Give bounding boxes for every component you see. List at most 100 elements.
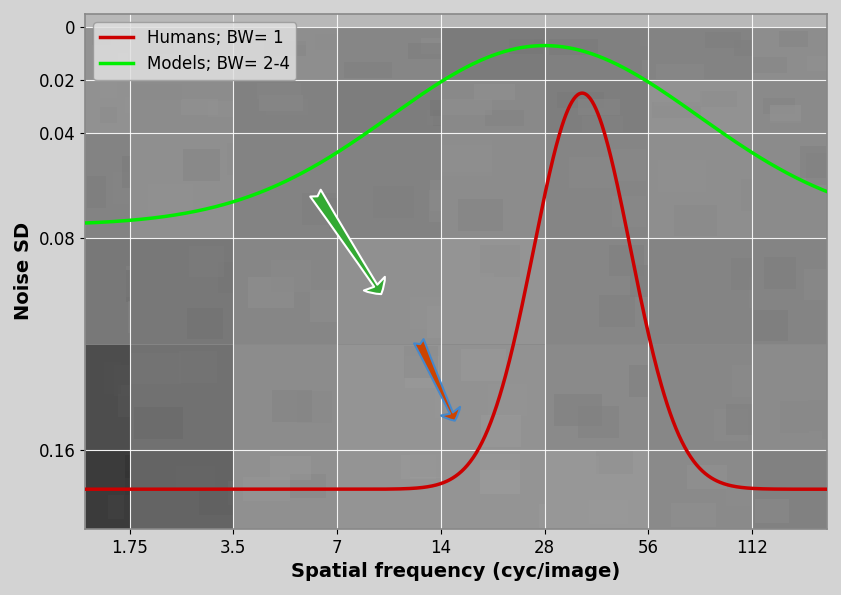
Bar [752,450,827,529]
Bar [148,184,193,215]
Bar [441,27,544,80]
Bar [480,454,520,478]
Bar [126,270,141,302]
Bar [544,80,648,133]
Bar [770,105,801,121]
Bar [731,258,762,290]
Bar [630,265,660,297]
Bar [807,55,832,71]
Bar [114,365,130,396]
Bar [271,260,311,292]
Bar [461,349,506,381]
Line: Models; BW= 2-4: Models; BW= 2-4 [60,46,838,224]
Models; BW= 2-4 [552,43,562,50]
Bar [612,196,646,227]
Bar [752,80,827,133]
Bar [441,80,544,133]
Bar [134,407,183,439]
Bar [92,29,110,45]
Bar [489,384,526,416]
Bar [479,470,520,494]
Bar [410,297,442,329]
Bar [498,34,534,50]
Bar [640,30,669,46]
Bar [174,38,214,54]
Bar [687,465,727,489]
Bar [401,455,436,479]
Bar [124,98,140,113]
Bar [130,133,233,239]
Bar [648,27,752,80]
Bar [344,62,392,78]
Bar [404,346,438,378]
Bar [114,173,130,204]
Bar [779,32,808,47]
Bar [752,27,827,80]
Bar [233,239,337,344]
Bar [780,402,809,433]
Bar [752,239,827,344]
Bar [629,365,659,396]
Bar [796,169,822,201]
Bar [705,32,741,48]
Bar [671,503,716,527]
Bar [825,478,841,502]
Bar [405,356,439,388]
Bar [442,140,492,172]
Bar [337,239,441,344]
Humans; BW= 1 [507,346,517,353]
Bar [87,176,106,208]
Bar [427,306,457,337]
Bar [442,145,491,176]
Bar [599,295,636,327]
Bar [431,180,459,211]
Bar [182,149,220,181]
Bar [270,456,310,480]
Bar [248,277,294,308]
Bar [337,27,441,80]
Bar [337,133,441,239]
Bar [569,157,613,189]
Bar [427,109,457,126]
Bar [544,27,648,80]
Bar [315,35,346,51]
Bar [294,29,330,45]
Bar [435,387,463,418]
Models; BW= 2-4 [103,218,113,226]
Bar [233,450,337,529]
Bar [544,133,648,239]
Bar [589,500,627,524]
Bar [329,198,357,229]
Bar [549,39,598,55]
Bar [442,99,492,115]
Bar [233,344,337,450]
Humans; BW= 1 [833,486,841,493]
Bar [808,400,833,431]
Bar [658,160,706,192]
Humans; BW= 1 [103,486,113,493]
Bar [612,149,646,181]
Bar [752,133,827,239]
Bar [801,146,827,177]
Bar [430,100,459,115]
Bar [764,257,796,289]
Humans; BW= 1 [551,143,561,150]
Bar [243,477,290,501]
Bar [218,262,248,293]
Bar [130,450,233,529]
Bar [753,57,787,73]
Bar [259,95,303,111]
Bar [389,298,426,329]
Bar [822,408,841,439]
Bar [179,351,217,383]
Bar [216,35,246,51]
Bar [700,91,738,107]
X-axis label: Spatial frequency (cyc/image): Spatial frequency (cyc/image) [292,562,621,581]
Bar [337,344,441,450]
Bar [554,394,602,426]
Bar [209,101,241,117]
Bar [544,344,648,450]
Bar [85,80,130,133]
Bar [310,290,342,321]
Humans; BW= 1 [578,90,588,97]
